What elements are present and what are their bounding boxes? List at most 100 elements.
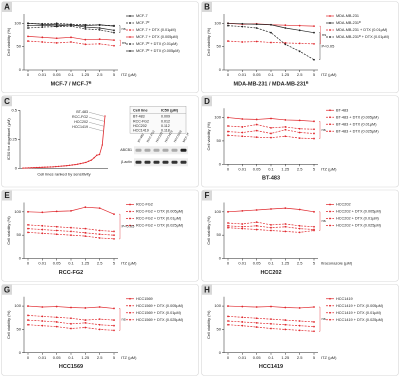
lane-label: BT-483 xyxy=(137,132,145,143)
data-point xyxy=(98,207,101,210)
data-point xyxy=(55,325,58,328)
data-point xyxy=(41,224,44,227)
legend-marker xyxy=(129,304,131,307)
data-point xyxy=(98,28,101,31)
data-point xyxy=(84,307,87,309)
x-tick-label: 2.5 xyxy=(297,72,303,77)
data-point xyxy=(27,210,29,213)
data-point xyxy=(227,224,229,227)
data-point xyxy=(298,208,301,211)
blot-band xyxy=(144,148,151,152)
data-point xyxy=(70,234,72,237)
legend-label: BT-483 + DTX (0.025µM) xyxy=(336,129,379,133)
panel-badge xyxy=(2,2,12,12)
data-point xyxy=(313,330,315,333)
data-point xyxy=(98,38,101,41)
legend-label: BT-483 + DTX (0.01µM) xyxy=(336,122,377,126)
data-point xyxy=(27,227,29,230)
data-point xyxy=(298,231,301,234)
data-point xyxy=(98,328,101,331)
data-point xyxy=(93,157,95,159)
data-point xyxy=(255,209,258,211)
data-point xyxy=(70,230,72,233)
data-point xyxy=(113,213,115,216)
x-tick-label: 0.01 xyxy=(38,355,47,360)
data-point xyxy=(57,165,60,168)
x-axis-label: ITZ (µM) xyxy=(121,72,137,77)
blot-strip xyxy=(134,146,188,155)
data-point xyxy=(44,166,46,168)
data-point xyxy=(313,210,315,213)
legend-label: MCF-7ᴿ + DTX (0.005µM) xyxy=(136,49,180,53)
data-point xyxy=(98,323,101,326)
data-point xyxy=(27,224,29,226)
legend-marker xyxy=(129,50,131,52)
x-tick-label: 0.01 xyxy=(38,261,47,266)
data-point xyxy=(270,322,272,325)
y-tick-label: 100 xyxy=(214,303,221,308)
x-tick-label: 0.1 xyxy=(68,355,74,360)
annotation: ns xyxy=(122,26,126,31)
data-point xyxy=(84,206,87,209)
data-point xyxy=(113,24,115,27)
y-axis-label: Cell viability (%) xyxy=(206,216,211,245)
panel-frame xyxy=(1,95,199,188)
data-point xyxy=(41,324,44,327)
highlight-pointer xyxy=(88,127,105,132)
data-point xyxy=(98,318,101,321)
blot-band xyxy=(135,148,142,152)
data-point xyxy=(41,315,44,318)
table-cell: RCC-FG2 xyxy=(133,119,149,123)
data-point xyxy=(113,234,115,237)
data-point xyxy=(27,305,29,307)
annotation-bracket xyxy=(319,25,321,45)
legend-marker xyxy=(329,224,331,227)
x-tick-label: 0.05 xyxy=(253,72,262,77)
x-tick-label: 0.05 xyxy=(53,72,62,77)
data-point xyxy=(284,42,287,44)
y-tick-label: 0.25 xyxy=(9,136,18,141)
data-point xyxy=(98,42,101,45)
data-point xyxy=(255,224,258,227)
data-point xyxy=(270,41,272,44)
data-point xyxy=(255,123,258,126)
legend-marker xyxy=(329,210,331,213)
annotation-bracket xyxy=(319,121,321,139)
x-tick-label: 1.25 xyxy=(81,355,90,360)
data-point xyxy=(227,210,229,213)
data-point xyxy=(227,134,229,137)
y-tick-label: 0 xyxy=(19,350,22,355)
data-point xyxy=(41,228,44,231)
data-point xyxy=(284,225,287,228)
data-point xyxy=(284,128,287,131)
x-tick-label: 1.25 xyxy=(281,355,290,360)
y-tick-label: 50 xyxy=(217,44,222,49)
highlight-label: RCC-FG2 xyxy=(72,115,88,119)
data-point xyxy=(241,225,244,228)
data-point xyxy=(49,166,52,168)
x-tick-label: 0 xyxy=(227,166,230,171)
data-point xyxy=(25,167,27,169)
legend-label: HCC1419 + DTX (0.025µM) xyxy=(336,318,384,322)
data-point xyxy=(55,37,58,40)
x-tick-label: 5 xyxy=(313,72,316,77)
data-point xyxy=(55,305,58,308)
data-point xyxy=(255,228,258,231)
blot-band xyxy=(171,160,178,164)
data-point xyxy=(241,321,244,323)
data-point xyxy=(227,226,229,229)
annotation: P<0.05 xyxy=(122,224,136,229)
x-tick-label: 0 xyxy=(227,261,230,266)
data-point xyxy=(41,211,44,214)
highlight-label: BT-483 xyxy=(76,110,88,114)
data-point xyxy=(70,25,72,28)
chart-title: BT-483 xyxy=(262,176,280,182)
lane-label: HCC1419 xyxy=(164,129,174,143)
table-cell: HCC202 xyxy=(133,124,147,128)
data-point xyxy=(270,117,272,120)
x-tick-label: 0 xyxy=(27,355,30,360)
data-point xyxy=(270,136,272,139)
data-point xyxy=(284,328,287,331)
data-point xyxy=(255,23,258,26)
